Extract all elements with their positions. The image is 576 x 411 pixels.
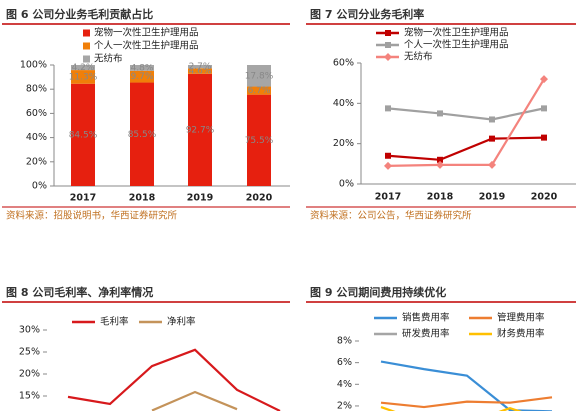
bar-segment (247, 86, 271, 95)
figure-title: 图 9 公司期间费用持续优化 (310, 285, 446, 299)
value-label: 17.8% (245, 71, 274, 81)
series-line (380, 360, 553, 411)
x-tick-label: 2017 (375, 192, 401, 203)
legend-swatch (83, 42, 90, 50)
legend-label: 宠物一次性卫生护理用品 (404, 27, 509, 39)
value-label: 85.5% (128, 130, 157, 140)
bar-segment (130, 70, 154, 83)
bar-segment (71, 83, 95, 186)
point (541, 134, 547, 141)
y-tick-label: 0% (339, 179, 354, 190)
y-tick-label: 20% (19, 369, 40, 380)
point (385, 105, 391, 112)
figure-title: 图 7 公司分业务毛利率 (310, 7, 424, 21)
y-tick-label: 25% (19, 347, 40, 358)
series-line (387, 136, 545, 161)
value-label: 11.3% (69, 72, 98, 82)
value-label: 2.7% (189, 62, 212, 72)
y-tick-label: 80% (26, 84, 47, 95)
value-label: 92.7% (186, 125, 215, 135)
y-tick-label: 0% (32, 181, 47, 192)
legend-label: 研发费用率 (402, 328, 450, 340)
legend-label: 净利率 (167, 316, 196, 328)
y-tick-label: 60% (26, 108, 47, 119)
value-label: 4.2% (72, 63, 95, 73)
value-label: 84.5% (69, 130, 98, 140)
point (436, 160, 444, 169)
bar-segment (188, 73, 212, 186)
bar-segment (188, 65, 212, 69)
x-tick-label: 2018 (427, 192, 454, 203)
legend-label: 无纺布 (94, 53, 123, 65)
legend-label: 无纺布 (404, 51, 433, 63)
point (384, 161, 392, 170)
series-line (67, 348, 281, 411)
y-tick-label: 40% (333, 98, 354, 109)
legend-swatch (83, 29, 90, 37)
y-tick-label: 4% (337, 379, 352, 390)
legend-label: 财务费用率 (497, 328, 545, 340)
figure-title: 图 8 公司毛利率、净利率情况 (6, 285, 153, 299)
value-label: 9.7% (131, 72, 154, 82)
legend-label: 个人一次性卫生护理用品 (94, 40, 199, 52)
point (385, 152, 391, 159)
y-tick-label: 20% (333, 138, 354, 149)
series-line (387, 107, 545, 121)
x-tick-label: 2020 (531, 192, 558, 203)
x-tick-label: 2019 (479, 192, 505, 203)
y-tick-label: 6% (337, 357, 352, 368)
x-tick-label: 2019 (187, 193, 213, 204)
x-tick-label: 2018 (129, 193, 156, 204)
bar-segment (188, 68, 212, 74)
value-label: 4.8% (131, 63, 154, 73)
point (437, 110, 443, 117)
legend-label: 销售费用率 (402, 312, 450, 324)
y-tick-label: 60% (333, 58, 354, 69)
legend-marker (385, 42, 391, 48)
y-tick-label: 20% (26, 156, 47, 167)
series-line (387, 78, 545, 167)
bar-segment (130, 82, 154, 186)
y-tick-label: 2% (337, 400, 352, 411)
point (489, 135, 495, 142)
series-line (380, 396, 553, 409)
legend-marker (385, 30, 391, 36)
bar-segment (71, 65, 95, 71)
bar-segment (71, 70, 95, 84)
legend-label: 宠物一次性卫生护理用品 (94, 27, 199, 39)
y-tick-label: 15% (19, 391, 40, 402)
bar-segment (247, 94, 271, 186)
point (540, 75, 548, 84)
y-tick-label: 40% (26, 132, 47, 143)
y-tick-label: 100% (20, 60, 47, 71)
legend-label: 管理费用率 (497, 312, 545, 324)
legend-label: 个人一次性卫生护理用品 (404, 39, 509, 51)
value-label: 75.5% (245, 136, 274, 146)
x-tick-label: 2017 (70, 193, 96, 204)
legend-marker (384, 53, 392, 61)
source-note: 资料来源：招股说明书，华西证券研究所 (6, 210, 178, 222)
source-note: 资料来源：公司公告，华西证券研究所 (310, 210, 472, 222)
point (437, 156, 443, 163)
x-tick-label: 2020 (246, 193, 273, 204)
bar-segment (130, 65, 154, 71)
legend-label: 毛利率 (100, 316, 129, 328)
value-label: 6.7% (248, 86, 271, 96)
y-tick-label: 30% (19, 325, 40, 336)
y-tick-label: 8% (337, 336, 352, 347)
series-line (151, 390, 238, 411)
bar-segment (247, 65, 271, 87)
point (541, 105, 547, 112)
point (489, 116, 495, 123)
figure-title: 图 6 公司分业务毛利贡献占比 (6, 7, 153, 21)
value-label: 4.6% (189, 67, 212, 77)
point (488, 160, 496, 169)
legend-swatch (83, 55, 90, 63)
